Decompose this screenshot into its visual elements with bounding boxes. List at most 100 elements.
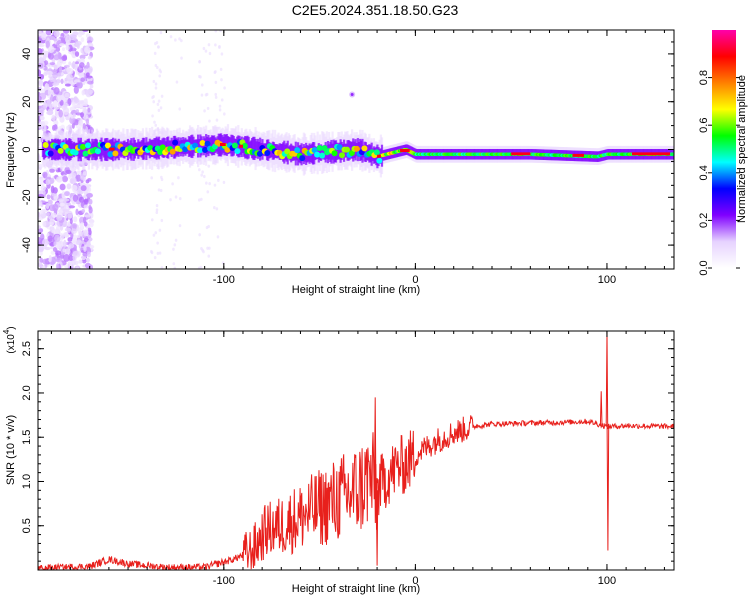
- band-mid: [171, 140, 174, 155]
- noise-blob: [217, 178, 220, 182]
- noise-blob: [75, 208, 79, 216]
- noise-blob: [223, 112, 226, 116]
- band-core: [331, 150, 338, 157]
- noise-blob: [79, 173, 85, 181]
- noise-blob: [197, 266, 201, 269]
- band-core: [80, 143, 87, 150]
- noise-blob: [65, 45, 70, 51]
- noise-blob: [82, 30, 89, 33]
- noise-blob: [84, 214, 91, 218]
- noise-blob: [73, 85, 79, 94]
- noise-blob: [156, 102, 160, 106]
- band-mid: [202, 136, 205, 156]
- noise-blob: [180, 56, 183, 60]
- noise-blob: [82, 195, 88, 199]
- y-tick-label: 20: [21, 96, 33, 108]
- noise-blob: [79, 118, 84, 127]
- noise-blob: [157, 108, 161, 112]
- noise-blob: [83, 98, 88, 103]
- noise-blob: [206, 246, 209, 250]
- band-core: [361, 145, 368, 152]
- band-core: [147, 144, 154, 151]
- y-tick-label: 0.5: [21, 518, 33, 533]
- noise-blob: [65, 67, 71, 73]
- noise-blob: [38, 236, 42, 244]
- band-core: [376, 157, 383, 164]
- noise-blob: [43, 72, 48, 76]
- noise-blob: [79, 62, 85, 69]
- noise-blob: [174, 195, 178, 199]
- noise-blob: [208, 246, 211, 250]
- noise-blob: [206, 106, 210, 111]
- noise-blob: [54, 250, 62, 256]
- noise-blob: [50, 185, 55, 194]
- noise-blob: [208, 119, 211, 123]
- band-mid: [302, 144, 305, 165]
- noise-blob: [177, 176, 180, 180]
- svg-text:(x104): (x104): [2, 326, 17, 353]
- y-tick-label: -40: [21, 237, 33, 253]
- band-mid: [199, 134, 202, 158]
- colorbar-tick-label: 0.6: [698, 118, 710, 133]
- noise-blob: [208, 51, 212, 56]
- noise-blob: [218, 108, 222, 112]
- noise-blob: [46, 110, 54, 116]
- noise-blob: [203, 174, 206, 179]
- noise-blob: [39, 108, 45, 115]
- x-tick-label: -100: [213, 575, 235, 587]
- noise-blob: [64, 248, 71, 255]
- noise-blob: [52, 71, 58, 79]
- noise-blob: [200, 173, 204, 177]
- noise-blob: [38, 79, 44, 87]
- band-mid: [107, 141, 110, 158]
- noise-blob: [219, 30, 222, 33]
- noise-blob: [178, 107, 182, 111]
- band-core: [284, 148, 291, 155]
- noise-blob: [160, 266, 164, 269]
- noise-blob: [66, 221, 72, 227]
- band-mid: [51, 138, 54, 161]
- noise-blob: [72, 254, 77, 262]
- noise-blob: [80, 37, 85, 43]
- noise-blob: [41, 265, 46, 269]
- noise-blob: [58, 109, 64, 118]
- noise-blob: [76, 82, 80, 87]
- noise-blob: [64, 227, 72, 232]
- band-core: [264, 150, 271, 157]
- band-core: [169, 148, 176, 155]
- noise-blob: [206, 190, 210, 194]
- band-mid: [318, 145, 322, 160]
- band-core: [42, 141, 49, 148]
- noise-blob: [87, 107, 91, 113]
- ridge-peak: [572, 153, 584, 157]
- noise-blob: [200, 246, 203, 251]
- noise-blob: [157, 188, 161, 192]
- noise-blob: [213, 206, 216, 210]
- noise-blob: [220, 78, 223, 82]
- noise-blob: [49, 218, 55, 226]
- noise-blob: [156, 251, 160, 255]
- band-core: [316, 144, 323, 151]
- snr-x-axis-label: Height of straight line (km): [292, 583, 420, 595]
- noise-blob: [160, 175, 163, 179]
- noise-blob: [169, 198, 172, 202]
- band-core: [231, 142, 238, 149]
- noise-blob: [152, 100, 156, 104]
- noise-blob: [45, 179, 51, 185]
- noise-blob: [200, 83, 204, 87]
- noise-blob: [84, 65, 89, 69]
- noise-blob: [71, 50, 77, 59]
- noise-blob: [63, 253, 70, 262]
- band-mid: [116, 140, 119, 159]
- noise-blob: [63, 239, 67, 248]
- noise-blob: [76, 235, 81, 239]
- band-mid: [44, 140, 47, 159]
- noise-blob: [46, 99, 51, 107]
- noise-blob: [74, 51, 80, 57]
- snr-series-line: [38, 331, 674, 570]
- band-core: [107, 151, 114, 158]
- x-tick-label: 100: [598, 274, 616, 286]
- noise-blob: [214, 70, 217, 74]
- band-mid: [42, 139, 46, 160]
- noise-blob: [80, 112, 85, 118]
